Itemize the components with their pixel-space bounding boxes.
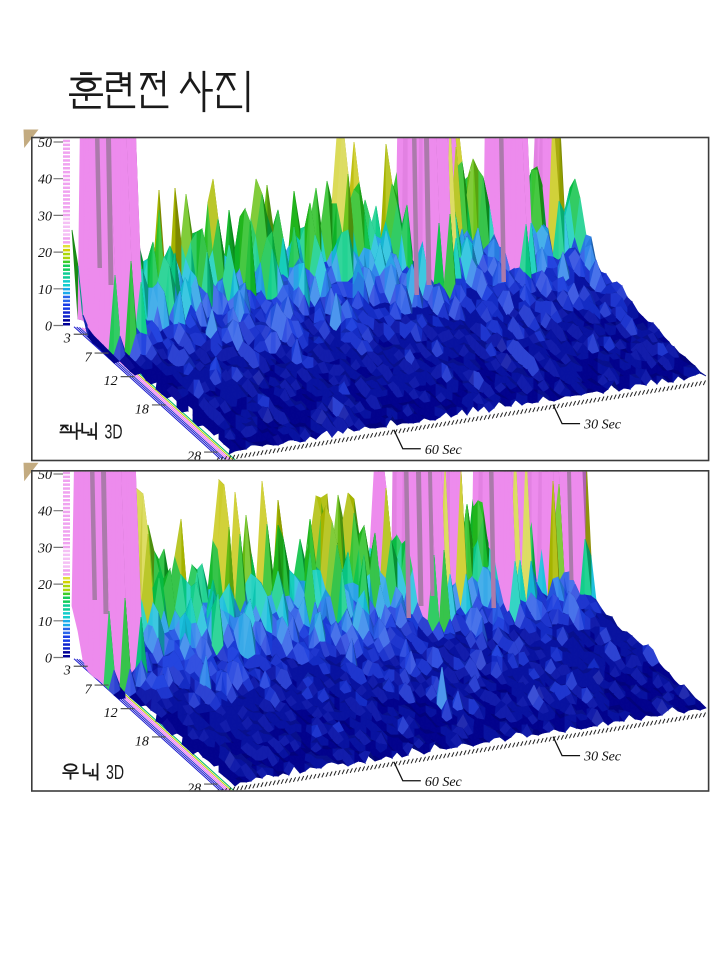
svg-text:40: 40 bbox=[38, 173, 52, 188]
svg-text:18: 18 bbox=[135, 402, 149, 417]
svg-text:20: 20 bbox=[38, 246, 52, 261]
svg-text:10: 10 bbox=[38, 615, 52, 630]
svg-text:60 Sec: 60 Sec bbox=[425, 443, 463, 458]
svg-text:60 Sec: 60 Sec bbox=[425, 775, 463, 790]
svg-text:0: 0 bbox=[45, 652, 52, 667]
svg-text:0: 0 bbox=[45, 320, 52, 335]
svg-text:28: 28 bbox=[187, 450, 201, 465]
svg-text:30 Sec: 30 Sec bbox=[583, 750, 622, 765]
svg-text:30: 30 bbox=[37, 209, 52, 224]
svg-text:3: 3 bbox=[63, 332, 71, 347]
svg-text:12: 12 bbox=[104, 374, 118, 389]
svg-text:7: 7 bbox=[85, 683, 93, 698]
svg-text:18: 18 bbox=[135, 734, 149, 749]
svg-text:50: 50 bbox=[38, 468, 52, 483]
svg-text:50: 50 bbox=[38, 136, 52, 151]
svg-text:7: 7 bbox=[85, 351, 93, 366]
svg-text:3D: 3D bbox=[105, 421, 123, 444]
svg-text:40: 40 bbox=[38, 505, 52, 520]
svg-text:30: 30 bbox=[37, 541, 52, 556]
svg-text:10: 10 bbox=[38, 283, 52, 298]
svg-text:30 Sec: 30 Sec bbox=[583, 418, 622, 433]
svg-text:3: 3 bbox=[63, 664, 71, 679]
svg-text:28: 28 bbox=[187, 782, 201, 797]
svg-text:3D: 3D bbox=[106, 761, 124, 784]
svg-text:20: 20 bbox=[38, 578, 52, 593]
svg-text:12: 12 bbox=[104, 706, 118, 721]
